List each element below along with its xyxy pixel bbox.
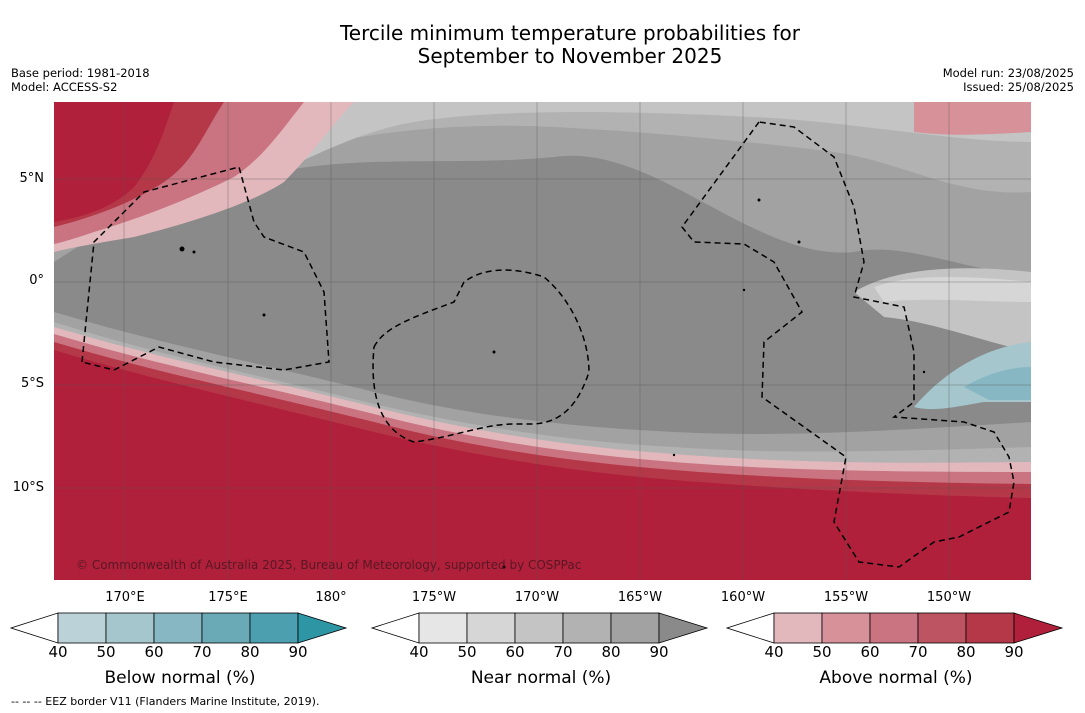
colorbar-above-normal: [726, 612, 1064, 644]
title-line-2: September to November 2025: [417, 44, 723, 68]
colorbar-tick-label: 70: [192, 643, 212, 661]
colorbar-extend-right: [297, 612, 348, 644]
lat-label-5s: 5°S: [20, 376, 44, 391]
colorbar-segment: [514, 612, 564, 644]
lon-label-175e: 175°E: [208, 590, 248, 605]
colorbar-segment: [105, 612, 155, 644]
lat-label-0: 0°: [29, 273, 44, 288]
colorbar-segment: [249, 612, 299, 644]
colorbar-segment: [610, 612, 660, 644]
issued-date: Issued: 25/08/2025: [963, 80, 1074, 94]
colorbar-tick-label: 90: [1004, 643, 1024, 661]
colorbar-tick-label: 50: [457, 643, 477, 661]
colorbar-segment: [57, 612, 107, 644]
colorbar-extend-right: [1013, 612, 1064, 644]
colorbar-segment: [917, 612, 967, 644]
run-info: Model run: 23/08/2025 Issued: 25/08/2025: [943, 66, 1074, 94]
colorbar-below-title: Below normal (%): [104, 668, 256, 688]
model-name: Model: ACCESS-S2: [11, 80, 118, 94]
colorbar-extend-left: [726, 612, 775, 644]
lon-label-165w: 165°W: [617, 590, 663, 605]
colorbar-extend-left: [371, 612, 420, 644]
colorbar-tick-label: 40: [409, 643, 429, 661]
colorbar-segment: [153, 612, 203, 644]
colorbar-extend-right: [658, 612, 709, 644]
colorbar-tick-label: 70: [908, 643, 928, 661]
lon-label-170e: 170°E: [105, 590, 145, 605]
colorbar-tick-label: 70: [553, 643, 573, 661]
colorbar-tick-label: 50: [812, 643, 832, 661]
model-info: Base period: 1981-2018 Model: ACCESS-S2: [11, 66, 150, 94]
model-run-date: Model run: 23/08/2025: [942, 66, 1074, 80]
colorbar-tick-label: 60: [144, 643, 164, 661]
colorbar-tick-label: 80: [601, 643, 621, 661]
lon-label-180: 180°: [315, 590, 347, 605]
colorbar-segment: [821, 612, 871, 644]
colorbar-near-title: Near normal (%): [470, 668, 612, 688]
probability-map: [54, 102, 1031, 580]
lon-label-150w: 150°W: [926, 590, 972, 605]
colorbar-segment: [201, 612, 251, 644]
colorbar-segment: [466, 612, 516, 644]
lon-label-160w: 160°W: [720, 590, 766, 605]
colorbar-tick-label: 60: [860, 643, 880, 661]
lat-label-5n: 5°N: [19, 171, 45, 186]
lat-label-10s: 10°S: [12, 480, 44, 495]
colorbar-tick-label: 80: [240, 643, 260, 661]
title-line-1: Tercile minimum temperature probabilitie…: [339, 21, 801, 45]
copyright-notice: © Commonwealth of Australia 2025, Bureau…: [76, 558, 582, 572]
colorbar-tick-label: 40: [48, 643, 68, 661]
colorbar-segment: [773, 612, 823, 644]
lon-label-175w: 175°W: [411, 590, 457, 605]
colorbar-below-normal: [10, 612, 348, 644]
colorbar-segment: [965, 612, 1015, 644]
colorbar-tick-label: 50: [96, 643, 116, 661]
lon-label-170w: 170°W: [514, 590, 560, 605]
colorbar-above-title: Above normal (%): [819, 668, 973, 688]
colorbar-segment: [562, 612, 612, 644]
colorbar-segment: [418, 612, 468, 644]
colorbar-tick-label: 60: [505, 643, 525, 661]
colorbar-near-normal: [371, 612, 709, 644]
lon-label-155w: 155°W: [823, 590, 869, 605]
colorbar-extend-left: [10, 612, 59, 644]
eez-footnote: -- -- -- EEZ border V11 (Flanders Marine…: [11, 695, 320, 708]
colorbar-segment: [869, 612, 919, 644]
colorbar-tick-label: 80: [956, 643, 976, 661]
colorbar-tick-label: 40: [764, 643, 784, 661]
base-period: Base period: 1981-2018: [11, 66, 150, 80]
colorbar-tick-label: 90: [649, 643, 669, 661]
colorbar-tick-label: 90: [288, 643, 308, 661]
map-title: Tercile minimum temperature probabilitie…: [0, 22, 1085, 68]
